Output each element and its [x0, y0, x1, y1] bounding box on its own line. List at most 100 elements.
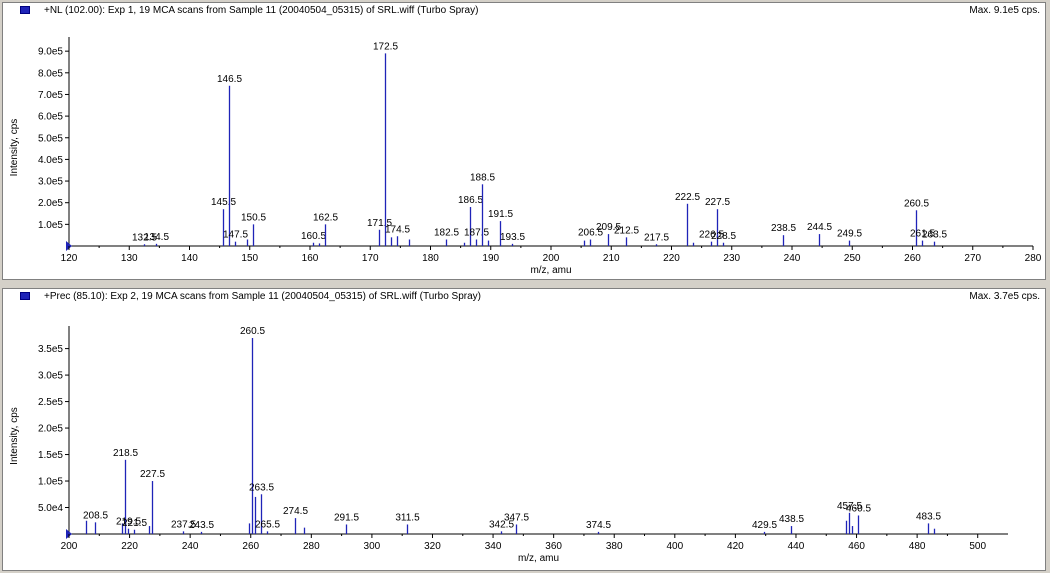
peak-label: 260.5	[240, 326, 265, 337]
peak-label: 147.5	[223, 230, 248, 241]
panel-header: +NL (102.00): Exp 1, 19 MCA scans from S…	[3, 3, 1045, 19]
peak-label: 182.5	[434, 228, 459, 239]
peak-label: 217.5	[644, 232, 669, 243]
spectrum-plot[interactable]: 120 130 140 150 160 170 180 190 200 210 220 230 240 2…	[3, 3, 1045, 279]
peak-label: 171.5	[367, 218, 392, 229]
x-tick-label: 210	[603, 253, 620, 264]
peak-label: 160.5	[301, 231, 326, 242]
series-marker-icon	[20, 292, 30, 300]
x-tick-label: 420	[727, 541, 744, 552]
peak-label: 291.5	[334, 512, 359, 523]
peak-label: 172.5	[373, 41, 398, 52]
peak-label: 188.5	[470, 172, 495, 183]
peak-label: 212.5	[614, 225, 639, 236]
peak-label: 227.5	[705, 197, 730, 208]
y-tick-label: 8.0e5	[38, 68, 63, 79]
y-tick-label: 1.0e5	[38, 477, 63, 488]
peak-label: 146.5	[217, 74, 242, 85]
panel-title: +Prec (85.10): Exp 2, 19 MCA scans from …	[44, 291, 481, 302]
x-tick-label: 160	[302, 253, 319, 264]
x-tick-label: 400	[666, 541, 683, 552]
peak-label: 263.5	[922, 230, 947, 241]
y-tick-label: 1.5e5	[38, 450, 63, 461]
x-tick-label: 260	[904, 253, 921, 264]
peak-label: 483.5	[916, 511, 941, 522]
x-tick-label: 220	[663, 253, 680, 264]
x-tick-label: 200	[543, 253, 560, 264]
peak-label: 187.5	[464, 228, 489, 239]
peak-label: 438.5	[779, 514, 804, 525]
peak-label: 132.5	[132, 232, 157, 243]
peak-label: 237.5	[171, 519, 196, 530]
peak-label: 191.5	[488, 209, 513, 220]
peak-label: 274.5	[283, 506, 308, 517]
peak-label: 162.5	[313, 212, 338, 223]
y-tick-label: 3.0e5	[38, 371, 63, 382]
spectrum-panel-nl[interactable]: +NL (102.00): Exp 1, 19 MCA scans from S…	[2, 2, 1046, 280]
peak-label: 311.5	[395, 512, 420, 523]
peak-label: 243.5	[189, 520, 214, 531]
peak-label: 134.5	[144, 232, 169, 243]
x-tick-label: 500	[969, 541, 986, 552]
y-tick-label: 2.0e5	[38, 198, 63, 209]
peak-label: 226.5	[699, 230, 724, 241]
x-tick-label: 120	[61, 253, 78, 264]
peak-label: 150.5	[241, 212, 266, 223]
y-tick-label: 5.0e5	[38, 133, 63, 144]
peak-label: 374.5	[586, 520, 611, 531]
y-tick-label: 6.0e5	[38, 112, 63, 123]
x-tick-label: 280	[303, 541, 320, 552]
x-tick-label: 250	[844, 253, 861, 264]
x-tick-label: 240	[182, 541, 199, 552]
x-tick-label: 230	[723, 253, 740, 264]
y-tick-label: 5.0e4	[38, 503, 63, 514]
x-tick-label: 280	[1025, 253, 1042, 264]
peak-label: 249.5	[837, 229, 862, 240]
x-tick-label: 460	[848, 541, 865, 552]
peak-label: 222.5	[675, 192, 700, 203]
y-axis-label: Intensity, cps	[9, 407, 20, 465]
peak-label: 460.5	[846, 503, 871, 514]
peak-label: 457.5	[837, 501, 862, 512]
peak-label: 227.5	[140, 469, 165, 480]
peak-label: 263.5	[249, 482, 274, 493]
x-tick-label: 150	[241, 253, 258, 264]
y-tick-label: 3.0e5	[38, 177, 63, 188]
x-tick-label: 140	[181, 253, 198, 264]
x-tick-label: 320	[424, 541, 441, 552]
spectrum-plot[interactable]: 200 220 240 260 280 300 320 340 360 380 400 420 440 4…	[3, 289, 1045, 570]
x-tick-label: 180	[422, 253, 439, 264]
panel-title: +NL (102.00): Exp 1, 19 MCA scans from S…	[44, 5, 479, 16]
peak-label: 261.5	[910, 229, 935, 240]
peak-label: 193.5	[500, 232, 525, 243]
peak-label: 260.5	[904, 198, 929, 209]
x-tick-label: 340	[485, 541, 502, 552]
peak-label: 209.5	[596, 222, 621, 233]
peak-label: 174.5	[385, 224, 410, 235]
series-marker-icon	[20, 6, 30, 14]
peak-label: 221.5	[122, 518, 147, 529]
peak-label: 186.5	[458, 195, 483, 206]
y-tick-label: 4.0e5	[38, 155, 63, 166]
y-tick-label: 9.0e5	[38, 47, 63, 58]
x-tick-label: 130	[121, 253, 138, 264]
y-tick-label: 7.0e5	[38, 90, 63, 101]
spectrum-panel-prec[interactable]: +Prec (85.10): Exp 2, 19 MCA scans from …	[2, 288, 1046, 571]
panel-header: +Prec (85.10): Exp 2, 19 MCA scans from …	[3, 289, 1045, 305]
max-intensity-label: Max. 3.7e5 cps.	[969, 291, 1040, 302]
x-tick-label: 300	[364, 541, 381, 552]
y-tick-label: 1.0e5	[38, 220, 63, 231]
y-tick-label: 3.5e5	[38, 344, 63, 355]
peak-label: 244.5	[807, 222, 832, 233]
peak-label: 347.5	[504, 512, 529, 523]
peak-label: 145.5	[211, 197, 236, 208]
max-intensity-label: Max. 9.1e5 cps.	[969, 5, 1040, 16]
peak-label: 228.5	[711, 231, 736, 242]
x-axis-label: m/z, amu	[518, 553, 559, 564]
peak-label: 208.5	[83, 510, 108, 521]
x-tick-label: 440	[788, 541, 805, 552]
x-tick-label: 260	[242, 541, 259, 552]
x-tick-label: 360	[545, 541, 562, 552]
peak-label: 238.5	[771, 223, 796, 234]
peak-label: 265.5	[255, 519, 280, 530]
